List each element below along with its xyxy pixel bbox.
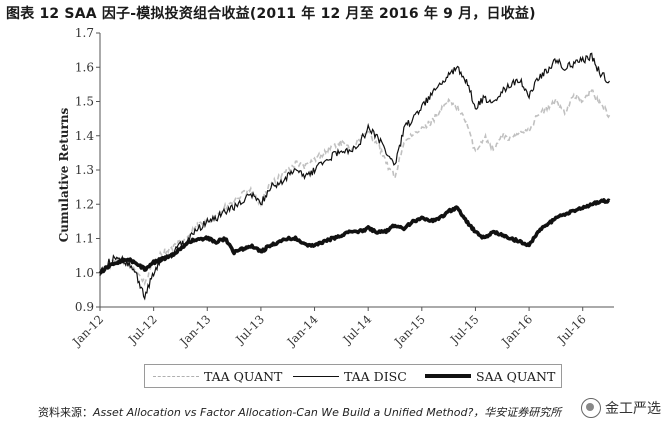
x-tick-label: Jul-13: [232, 312, 267, 347]
y-axis-label: Cumulative Returns: [57, 107, 71, 242]
x-tick-label: Jul-14: [339, 312, 374, 347]
x-tick-label: Jul-12: [125, 312, 160, 347]
y-tick-label: 1.0: [75, 266, 94, 280]
x-tick-label: Jan-16: [498, 312, 535, 349]
x-tick-label: Jan-12: [69, 312, 106, 349]
chart-legend: TAA QUANT TAA DISC SAA QUANT: [144, 364, 562, 388]
figure-title: 图表 12 SAA 因子-模拟投资组合收益(2011 年 12 月至 2016 …: [6, 6, 536, 22]
source-text: Asset Allocation vs Factor Allocation-Ca…: [93, 406, 562, 419]
source-label: 资料来源：: [38, 406, 93, 419]
y-tick-label: 1.1: [75, 232, 94, 246]
x-tick-label: Jan-13: [176, 312, 213, 349]
series-line-saa-quant: [98, 198, 611, 275]
legend-item-saa-quant: SAA QUANT: [425, 368, 555, 384]
legend-swatch-taa-quant: [153, 375, 199, 377]
legend-item-taa-disc: TAA DISC: [293, 368, 407, 384]
wechat-logo-icon: [581, 398, 601, 418]
legend-swatch-taa-disc: [293, 375, 339, 377]
legend-label-taa-disc: TAA DISC: [344, 368, 407, 384]
y-axis-ticks: 0.9 1.0 1.1 1.2 1.3 1.4 1.5 1.6 1.7: [75, 26, 100, 314]
watermark: 金工严选: [581, 398, 661, 418]
y-tick-label: 1.7: [75, 26, 94, 40]
legend-label-taa-quant: TAA QUANT: [204, 368, 283, 384]
watermark-text: 金工严选: [605, 401, 661, 417]
x-axis-ticks: Jan-12 Jul-12 Jan-13 Jul-13 Jan-14 Jul-14 Jan-…: [69, 307, 589, 349]
source-note: 资料来源：Asset Allocation vs Factor Allocati…: [38, 404, 561, 420]
chart-series: [98, 52, 611, 301]
legend-item-taa-quant: TAA QUANT: [153, 368, 282, 384]
x-tick-label: Jul-15: [447, 312, 482, 347]
x-tick-label: Jul-16: [554, 312, 589, 347]
legend-swatch-saa-quant: [425, 374, 471, 378]
x-tick-label: Jan-15: [391, 312, 428, 349]
y-tick-label: 1.4: [75, 129, 94, 143]
y-tick-label: 1.5: [75, 95, 94, 109]
y-tick-label: 1.6: [75, 60, 94, 74]
y-tick-label: 0.9: [75, 300, 94, 314]
series-line-taa-disc: [99, 52, 611, 301]
chart-axes: [99, 33, 614, 308]
x-tick-label: Jan-14: [284, 312, 321, 349]
y-tick-label: 1.3: [75, 163, 94, 177]
legend-label-saa-quant: SAA QUANT: [476, 368, 556, 384]
y-tick-label: 1.2: [75, 197, 94, 211]
